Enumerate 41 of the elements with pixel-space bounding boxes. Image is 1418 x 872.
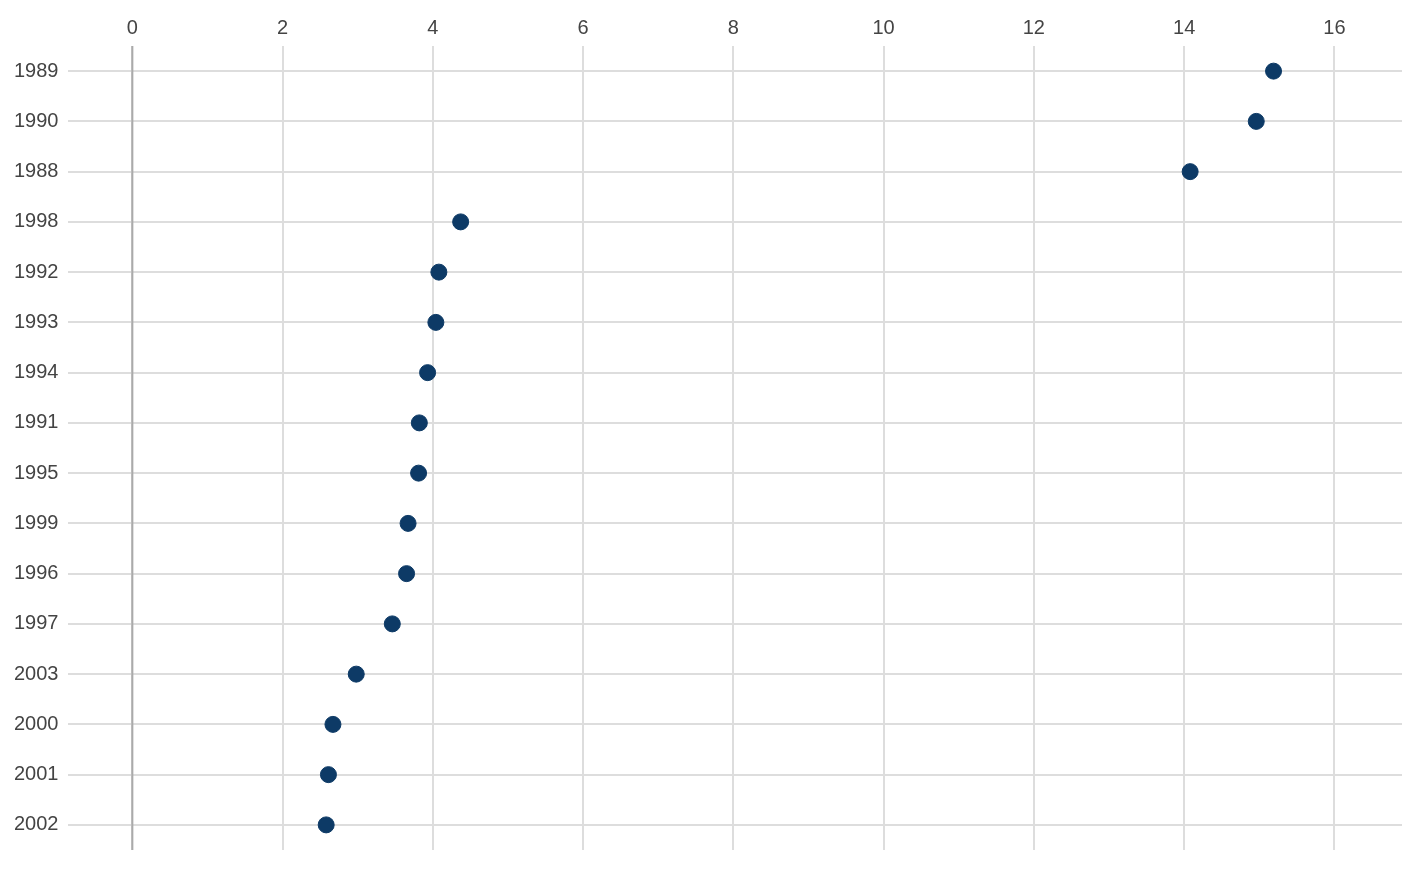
x-tick-label: 16 — [1323, 15, 1346, 38]
x-tick-label: 4 — [427, 15, 439, 38]
point — [1181, 163, 1199, 181]
y-tick-label: 1996 — [13, 561, 59, 584]
y-tick-label: 2000 — [13, 711, 59, 734]
point — [398, 565, 416, 583]
x-tick-label: 12 — [1022, 15, 1045, 38]
point — [317, 816, 335, 834]
y-tick-label: 1991 — [13, 410, 59, 433]
x-tick-label: 10 — [872, 15, 895, 38]
point — [324, 715, 342, 733]
point — [430, 263, 448, 281]
point — [1265, 62, 1283, 80]
point — [319, 766, 337, 784]
x-tick-label: 8 — [727, 15, 739, 38]
point — [410, 464, 428, 482]
point — [410, 414, 428, 432]
y-tick-label: 1992 — [13, 259, 59, 282]
y-tick-label: 1998 — [13, 209, 59, 232]
x-tick-label: 2 — [277, 15, 289, 38]
point — [347, 665, 365, 683]
y-tick-label: 1988 — [13, 159, 59, 182]
point — [427, 313, 445, 331]
point — [452, 213, 470, 231]
y-tick-label: 1997 — [13, 611, 59, 634]
point — [419, 364, 437, 382]
y-tick-label: 1990 — [13, 108, 59, 131]
x-tick-label: 6 — [577, 15, 589, 38]
y-tick-label: 1993 — [13, 309, 59, 332]
y-tick-label: 2003 — [13, 661, 59, 684]
y-tick-label: 2001 — [13, 762, 59, 785]
point — [399, 514, 417, 532]
y-tick-label: 1989 — [13, 58, 59, 81]
y-tick-label: 1995 — [13, 460, 59, 483]
x-tick-label: 14 — [1173, 15, 1196, 38]
point — [383, 615, 401, 633]
point — [1247, 112, 1265, 130]
y-tick-label: 1999 — [13, 510, 59, 533]
y-tick-label: 1994 — [13, 360, 59, 383]
y-tick-label: 2002 — [13, 812, 59, 835]
x-tick-label: 0 — [126, 15, 138, 38]
